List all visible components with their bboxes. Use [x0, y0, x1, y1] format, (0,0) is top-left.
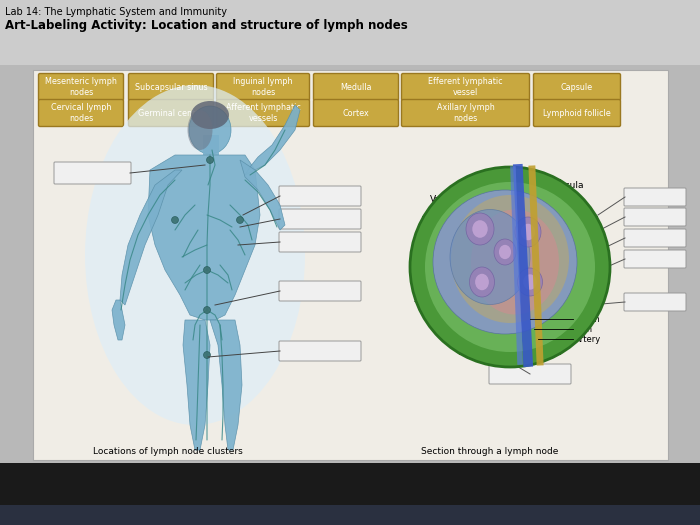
FancyBboxPatch shape: [0, 0, 700, 465]
Text: Mesenteric lymph
nodes: Mesenteric lymph nodes: [45, 77, 117, 97]
Ellipse shape: [470, 267, 494, 297]
FancyBboxPatch shape: [0, 0, 700, 65]
FancyBboxPatch shape: [129, 100, 214, 127]
Ellipse shape: [85, 85, 305, 425]
Text: Locations of lymph node clusters: Locations of lymph node clusters: [93, 447, 243, 457]
Ellipse shape: [475, 274, 489, 290]
FancyBboxPatch shape: [38, 74, 123, 100]
FancyBboxPatch shape: [533, 100, 620, 127]
Ellipse shape: [515, 217, 541, 247]
Circle shape: [204, 307, 211, 313]
FancyBboxPatch shape: [314, 100, 398, 127]
FancyBboxPatch shape: [33, 70, 668, 460]
FancyBboxPatch shape: [489, 364, 571, 384]
Text: Subcapsular sinus: Subcapsular sinus: [134, 82, 207, 91]
FancyBboxPatch shape: [314, 74, 398, 100]
Text: Inguinal lymph
nodes: Inguinal lymph nodes: [233, 77, 293, 97]
Polygon shape: [183, 320, 210, 450]
FancyBboxPatch shape: [279, 209, 361, 229]
FancyBboxPatch shape: [0, 463, 700, 525]
Ellipse shape: [494, 239, 516, 265]
Text: Cervical lymph
nodes: Cervical lymph nodes: [51, 103, 111, 123]
Text: Capsule: Capsule: [561, 82, 593, 91]
Circle shape: [172, 216, 178, 224]
FancyBboxPatch shape: [0, 505, 700, 525]
Text: Germinal center: Germinal center: [139, 109, 204, 118]
FancyBboxPatch shape: [624, 208, 686, 226]
Polygon shape: [240, 160, 285, 230]
Text: Axillary lymph
nodes: Axillary lymph nodes: [437, 103, 494, 123]
FancyBboxPatch shape: [216, 100, 309, 127]
FancyBboxPatch shape: [54, 162, 131, 184]
Ellipse shape: [473, 220, 488, 238]
FancyBboxPatch shape: [38, 100, 123, 127]
Text: Artery: Artery: [575, 334, 601, 343]
Ellipse shape: [191, 101, 229, 129]
Text: Cortex: Cortex: [342, 109, 370, 118]
Text: Vein: Vein: [575, 324, 593, 333]
Text: Section through a lymph node: Section through a lymph node: [421, 447, 559, 457]
Text: Afferent lymphatic
vessels: Afferent lymphatic vessels: [225, 103, 300, 123]
FancyBboxPatch shape: [203, 135, 219, 155]
FancyBboxPatch shape: [624, 229, 686, 247]
Ellipse shape: [517, 268, 542, 296]
Ellipse shape: [189, 106, 231, 154]
Polygon shape: [210, 320, 242, 450]
Text: Valve: Valve: [430, 194, 491, 204]
Ellipse shape: [466, 213, 494, 245]
Ellipse shape: [471, 209, 559, 314]
Circle shape: [204, 352, 211, 359]
Ellipse shape: [451, 195, 569, 323]
Ellipse shape: [499, 245, 511, 259]
FancyBboxPatch shape: [402, 74, 529, 100]
FancyBboxPatch shape: [624, 188, 686, 206]
Circle shape: [237, 216, 244, 224]
Text: Lab 14: The Lymphatic System and Immunity: Lab 14: The Lymphatic System and Immunit…: [5, 7, 227, 17]
Ellipse shape: [523, 274, 537, 290]
Polygon shape: [245, 105, 300, 175]
Ellipse shape: [450, 209, 530, 304]
Text: Efferent lymphatic
vessel: Efferent lymphatic vessel: [428, 77, 503, 97]
Text: Trabecula: Trabecula: [540, 181, 584, 190]
FancyBboxPatch shape: [279, 232, 361, 252]
FancyBboxPatch shape: [216, 74, 309, 100]
Circle shape: [204, 267, 211, 274]
Polygon shape: [148, 155, 260, 320]
Text: Lymphoid follicle: Lymphoid follicle: [543, 109, 611, 118]
Circle shape: [206, 156, 214, 163]
FancyBboxPatch shape: [279, 186, 361, 206]
FancyBboxPatch shape: [624, 293, 686, 311]
Text: Medulla: Medulla: [340, 82, 372, 91]
FancyBboxPatch shape: [533, 74, 620, 100]
FancyBboxPatch shape: [129, 74, 214, 100]
Ellipse shape: [521, 224, 535, 240]
Text: Hilum: Hilum: [575, 314, 600, 323]
FancyBboxPatch shape: [624, 250, 686, 268]
FancyBboxPatch shape: [279, 281, 361, 301]
FancyBboxPatch shape: [279, 341, 361, 361]
Text: Art-Labeling Activity: Location and structure of lymph nodes: Art-Labeling Activity: Location and stru…: [5, 19, 407, 32]
Polygon shape: [112, 300, 125, 340]
Polygon shape: [120, 170, 182, 305]
Circle shape: [410, 167, 610, 367]
FancyBboxPatch shape: [402, 100, 529, 127]
Ellipse shape: [188, 110, 213, 150]
Circle shape: [425, 182, 595, 352]
Circle shape: [433, 190, 577, 334]
